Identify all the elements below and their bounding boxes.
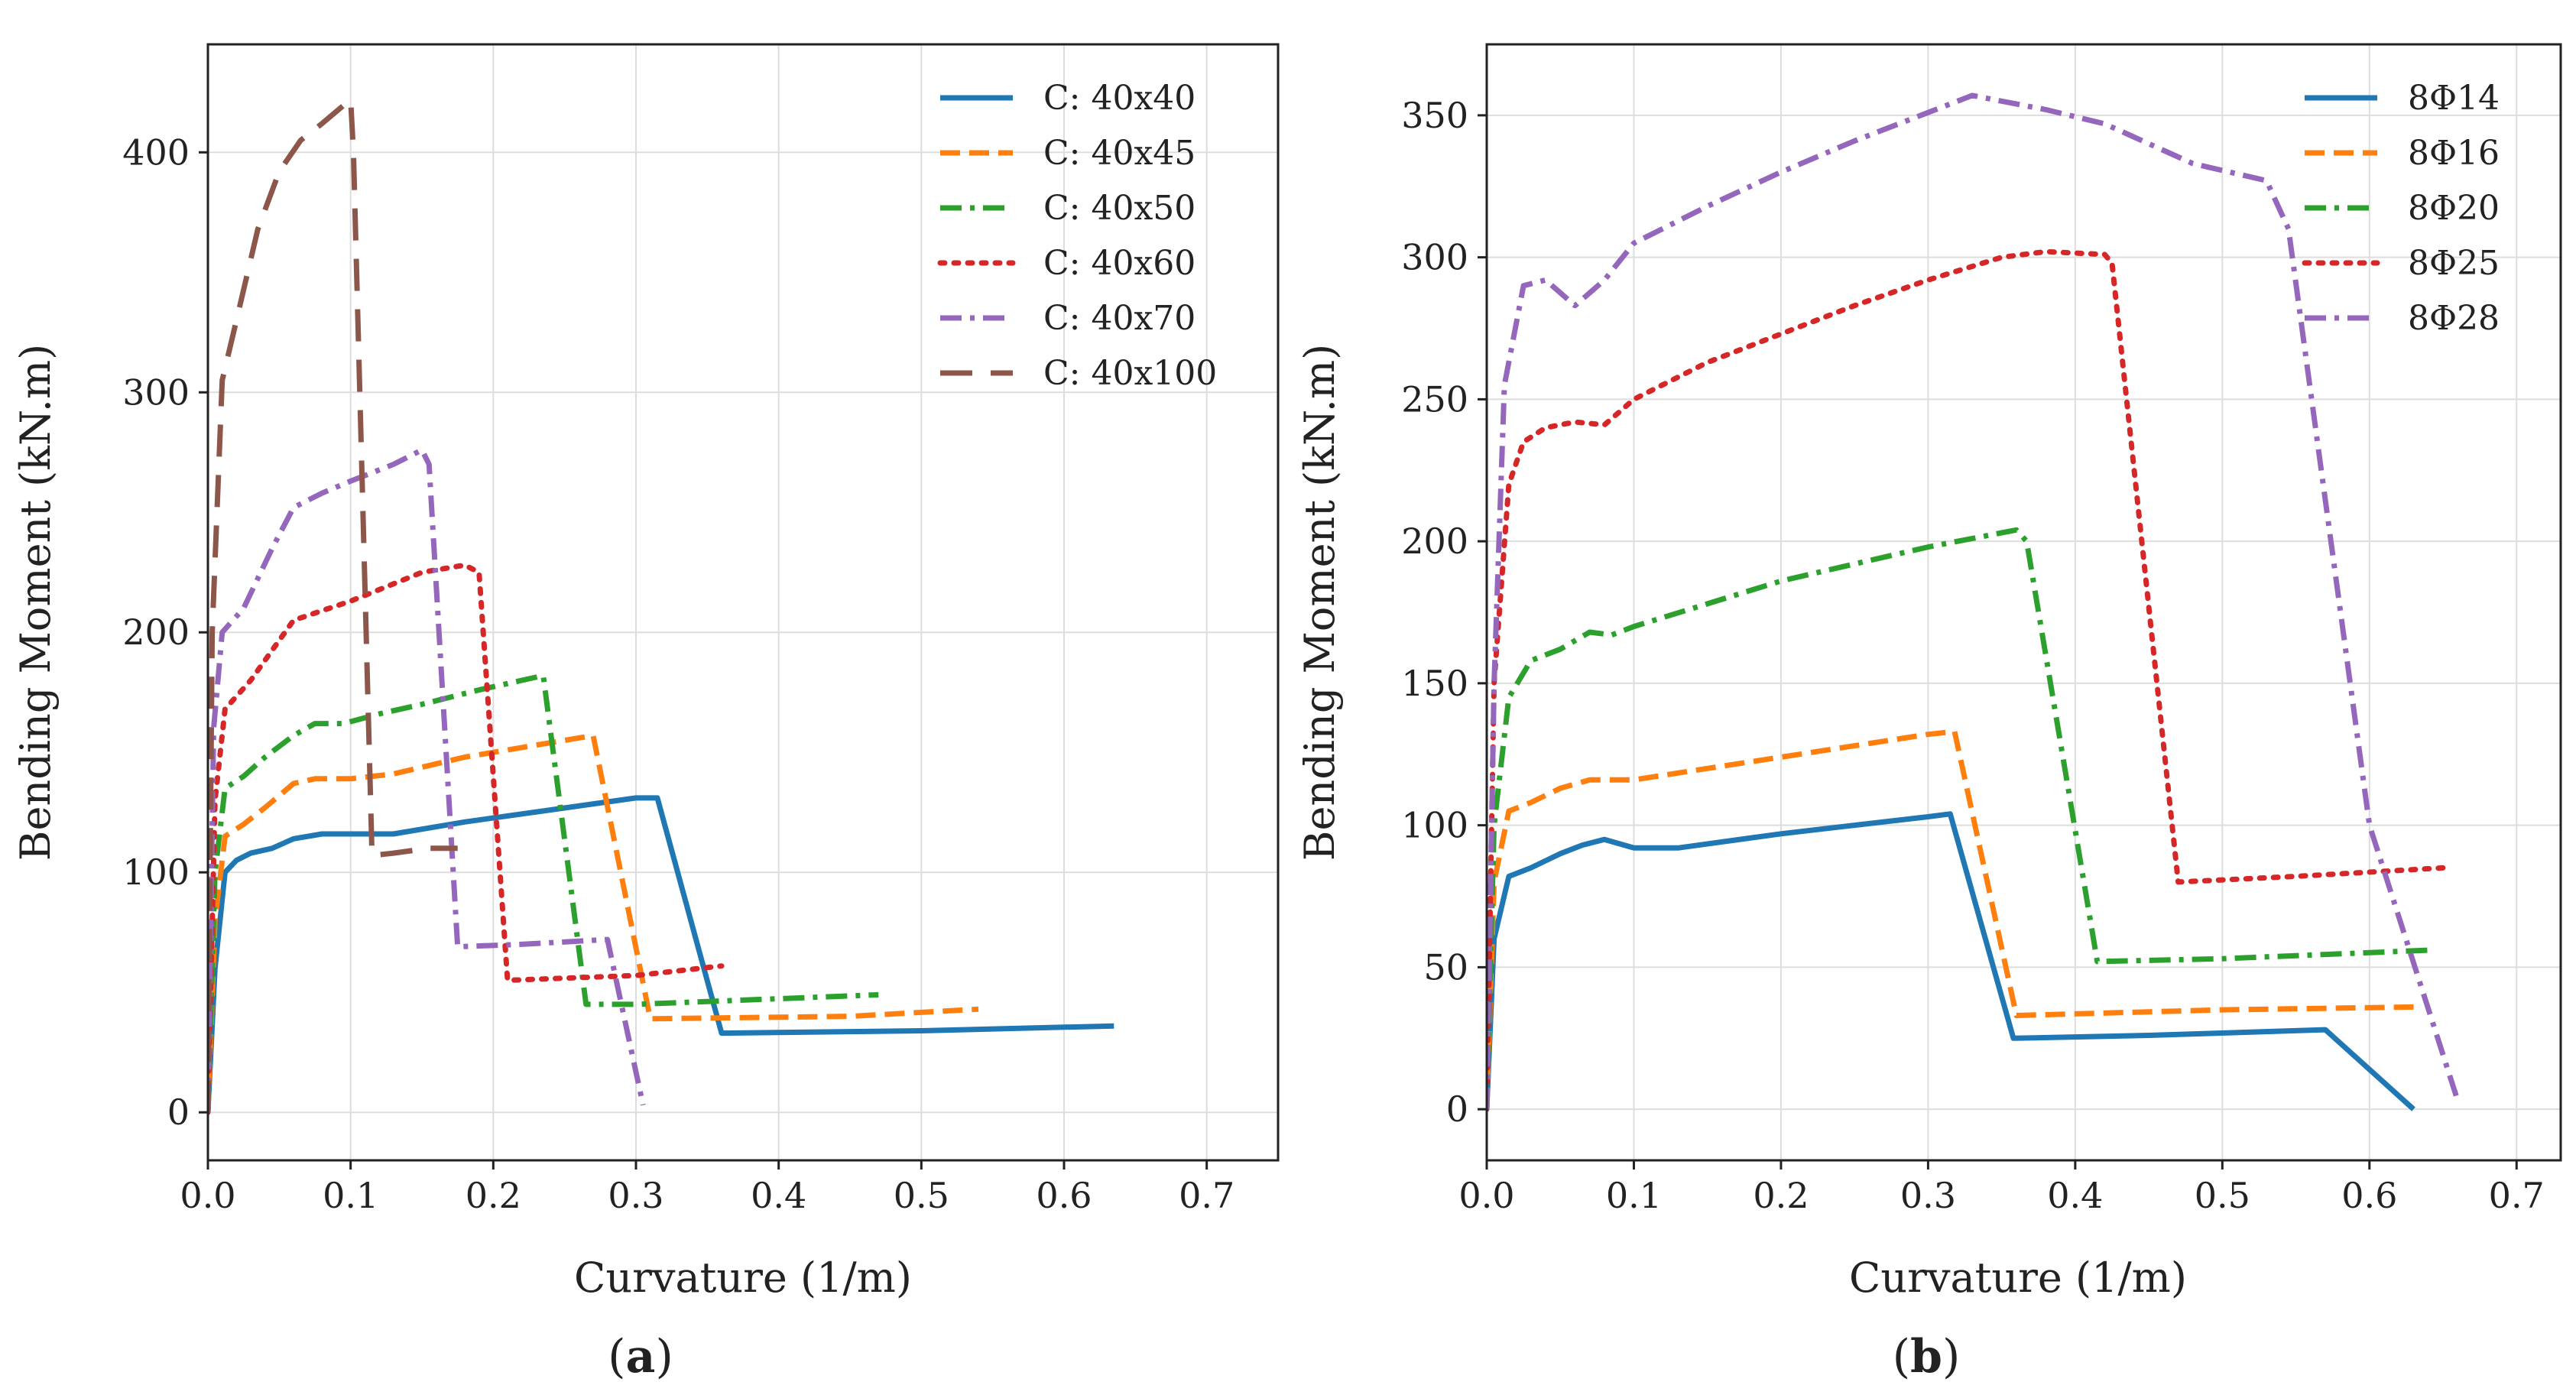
series-line-8-16 xyxy=(1487,728,2414,1110)
legend-label: C: 40x70 xyxy=(1043,299,1196,338)
series-group-b xyxy=(1487,92,2461,1112)
legend-label: C: 40x100 xyxy=(1043,354,1217,393)
legend-label: 8Φ25 xyxy=(2408,244,2500,283)
x-tick-label: 0.4 xyxy=(751,1175,806,1216)
x-tick-label: 0.6 xyxy=(2341,1175,2397,1216)
series-line-8-25 xyxy=(1487,248,2446,1112)
legend-label: C: 40x50 xyxy=(1043,189,1196,228)
chart-panel-a: 0.0 0.1 0.2 0.3 0.4 0.5 0.6 0.7 0 100 200 300 400 Cu… xyxy=(11,43,1280,1384)
x-tick-label: 0.3 xyxy=(1900,1175,1956,1216)
legend-label: C: 40x60 xyxy=(1043,244,1196,283)
legend-label: 8Φ28 xyxy=(2408,299,2500,338)
y-tick-label: 200 xyxy=(122,612,190,653)
series-line-c-40x100 xyxy=(208,96,458,1113)
legend-b: 8Φ14 8Φ16 8Φ20 8Φ25 8Φ28 xyxy=(2302,79,2500,338)
y-tick-label: 150 xyxy=(1401,663,1468,704)
x-tick-label: 0.0 xyxy=(180,1175,235,1216)
x-tick-label: 0.3 xyxy=(608,1175,663,1216)
y-tick-label: 350 xyxy=(1401,95,1468,136)
grid-b xyxy=(1486,44,2561,1160)
series-line-c-40x60 xyxy=(208,562,725,1115)
plot-frame-a xyxy=(206,43,1280,1162)
panel-label-a: (a) xyxy=(608,1330,673,1384)
x-tick-label: 0.7 xyxy=(1179,1175,1234,1216)
x-tick-label: 0.2 xyxy=(466,1175,521,1216)
series-line-8-20 xyxy=(1487,527,2428,1110)
series-line-c-40x40 xyxy=(208,795,1114,1113)
x-tick-label: 0.6 xyxy=(1036,1175,1092,1216)
x-tick-label: 0.0 xyxy=(1458,1175,1514,1216)
y-tick-label: 100 xyxy=(122,852,190,893)
legend-label: 8Φ14 xyxy=(2408,79,2500,118)
x-axis-label-b: Curvature (1/m) xyxy=(1849,1254,2187,1302)
series-line-8-14 xyxy=(1487,811,2415,1111)
series-line-c-40x50 xyxy=(208,673,879,1113)
x-tick-label: 0.5 xyxy=(894,1175,949,1216)
x-tick-label: 0.2 xyxy=(1753,1175,1809,1216)
legend-a: C: 40x40 C: 40x45 C: 40x50 C: 40x60 C: 40x70… xyxy=(937,79,1217,393)
y-tick-label: 50 xyxy=(1423,946,1468,988)
chart-panel-b: 0.0 0.1 0.2 0.3 0.4 0.5 0.6 0.7 0 50 100 150 200 250 3… xyxy=(1296,43,2562,1384)
legend-label: 8Φ16 xyxy=(2408,134,2500,173)
series-line-8-28 xyxy=(1487,92,2461,1110)
y-axis-label-b: Bending Moment (kN.m) xyxy=(1296,344,1344,861)
x-tick-label: 0.4 xyxy=(2047,1175,2103,1216)
y-tick-label: 250 xyxy=(1401,378,1468,420)
legend-label: 8Φ20 xyxy=(2408,189,2500,228)
y-tick-label: 0 xyxy=(167,1092,190,1133)
series-line-c-40x45 xyxy=(208,732,979,1113)
ticks-a: 0.0 0.1 0.2 0.3 0.4 0.5 0.6 0.7 0 100 200 300 400 xyxy=(122,131,1234,1216)
legend-label: C: 40x45 xyxy=(1043,134,1196,173)
y-tick-label: 300 xyxy=(122,371,190,413)
grid-a xyxy=(207,44,1278,1160)
x-tick-label: 0.1 xyxy=(323,1175,378,1216)
plot-frame-b xyxy=(1485,43,2562,1162)
y-tick-label: 0 xyxy=(1446,1088,1468,1130)
x-axis-label-a: Curvature (1/m) xyxy=(574,1254,912,1302)
x-tick-label: 0.7 xyxy=(2489,1175,2545,1216)
ticks-b: 0.0 0.1 0.2 0.3 0.4 0.5 0.6 0.7 0 50 100 150 200 250 3… xyxy=(1401,95,2545,1216)
x-tick-label: 0.5 xyxy=(2195,1175,2250,1216)
y-tick-label: 400 xyxy=(122,131,190,173)
panel-label-b: (b) xyxy=(1893,1330,1961,1384)
legend-label: C: 40x40 xyxy=(1043,79,1196,118)
series-group-a xyxy=(208,96,1114,1115)
y-axis-label-a: Bending Moment (kN.m) xyxy=(11,344,60,861)
series-line-c-40x70 xyxy=(208,447,646,1113)
y-tick-label: 300 xyxy=(1401,237,1468,278)
y-tick-label: 200 xyxy=(1401,521,1468,562)
x-tick-label: 0.1 xyxy=(1606,1175,1662,1216)
y-tick-label: 100 xyxy=(1401,805,1468,846)
